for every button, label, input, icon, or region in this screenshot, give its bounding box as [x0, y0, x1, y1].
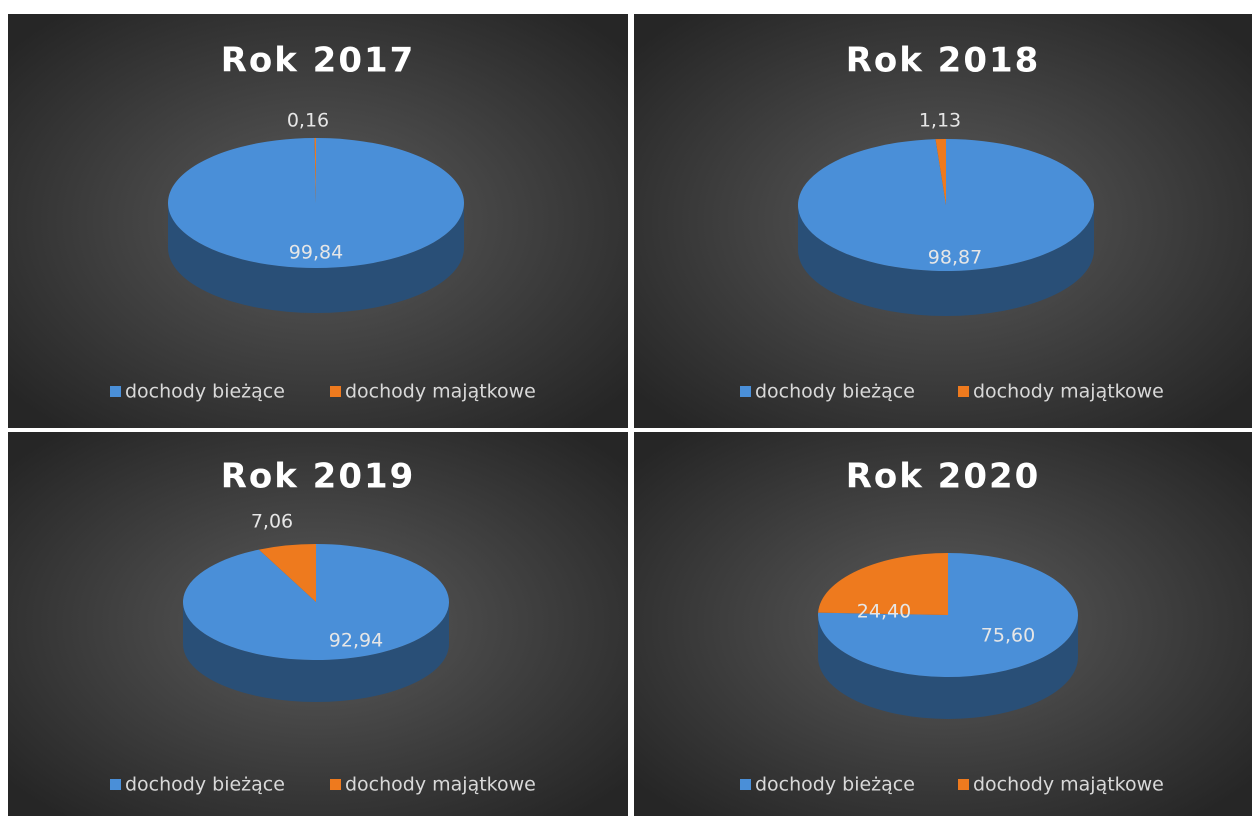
value-label: 7,06 [251, 511, 293, 533]
pie-slice [935, 139, 946, 205]
pie-side [183, 602, 449, 702]
pie-slice [314, 138, 316, 203]
pie-slice [817, 553, 1078, 677]
legend-marker [330, 779, 341, 790]
value-label: 99,84 [289, 242, 343, 264]
pie-slice [168, 138, 465, 268]
pie-side [818, 615, 1078, 719]
legend-marker [330, 386, 341, 397]
value-label: 92,94 [329, 630, 383, 652]
legend-label: dochody bieżące [125, 774, 285, 796]
legend-label: dochody bieżące [125, 381, 285, 403]
chart-title: Rok 2019 [221, 457, 416, 497]
chart-title: Rok 2020 [846, 457, 1041, 497]
legend-marker [110, 779, 121, 790]
legend-label: dochody majątkowe [345, 381, 536, 403]
legend-marker [110, 386, 121, 397]
legend-marker [740, 779, 751, 790]
legend-label: dochody majątkowe [973, 381, 1164, 403]
pie-slice [258, 544, 316, 602]
legend-label: dochody majątkowe [345, 774, 536, 796]
legend-label: dochody bieżące [755, 381, 915, 403]
value-label: 24,40 [857, 601, 911, 623]
value-label: 0,16 [287, 110, 329, 132]
legend-label: dochody bieżące [755, 774, 915, 796]
legend-marker [740, 386, 751, 397]
pie-side [168, 203, 464, 313]
legend-marker [958, 386, 969, 397]
value-label: 75,60 [981, 625, 1035, 647]
legend-marker [958, 779, 969, 790]
value-label: 1,13 [919, 110, 961, 132]
pie-slice [818, 553, 948, 615]
value-label: 98,87 [928, 247, 982, 269]
chart-title: Rok 2017 [221, 41, 416, 81]
pie-side [798, 205, 1094, 316]
chart-title: Rok 2018 [846, 41, 1041, 81]
legend-label: dochody majątkowe [973, 774, 1164, 796]
